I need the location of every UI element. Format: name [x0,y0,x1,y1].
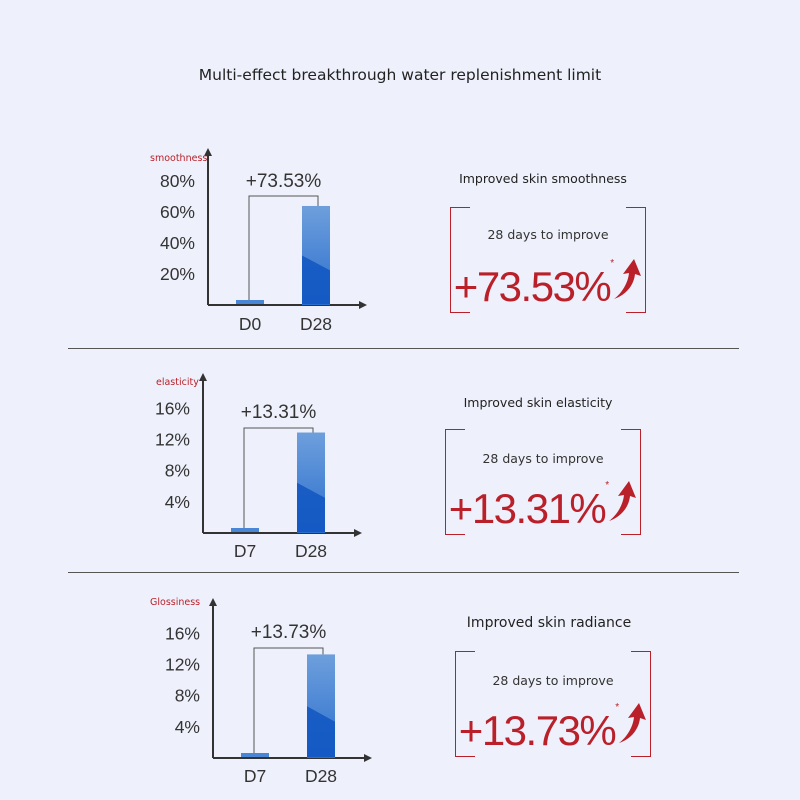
comparison-bracket [248,195,319,300]
chart-smoothness: smoothness 20% 40% 60% 80% D0 D28 +73.53% [150,148,367,334]
y-tick-label: 20% [160,264,195,284]
y-axis-arrow [199,373,207,381]
y-tick-label: 4% [165,492,190,512]
bracket-right [631,651,651,757]
page-title: Multi-effect breakthrough water replenis… [198,66,602,84]
x-tick-label: D7 [244,766,266,786]
y-tick-label: 4% [175,717,200,737]
y-axis-label: smoothness [150,153,207,164]
bracket-left [445,429,465,535]
bar-D0 [236,300,264,304]
red-up-arrow-icon [609,481,637,521]
divider [68,572,739,573]
improvement-annotation: +13.73% [251,622,327,643]
bracket-right [626,207,646,313]
result-box-smoothness: 28 days to improve +73.53%* [450,207,646,313]
bracket-left [450,207,470,313]
red-up-arrow-icon [619,703,647,743]
y-tick-label: 40% [160,233,195,253]
x-tick-label: D0 [239,314,262,334]
subtitle-smoothness: Improved skin smoothness [459,171,627,186]
bar-shade-D28 [302,255,330,304]
x-axis-arrow [354,529,362,537]
big-improvement-value: +13.31%* [445,479,641,533]
x-axis-arrow [359,301,367,309]
subtitle-elasticity: Improved skin elasticity [463,395,613,410]
improvement-annotation: +13.31% [241,402,317,423]
result-box-radiance: 28 days to improve +13.73%* [455,651,651,757]
y-axis-label: elasticity [156,377,199,388]
bar-D7 [231,528,259,532]
asterisk: * [615,702,620,713]
big-improvement-value: +73.53%* [450,257,646,311]
bar-shade-D28 [297,482,325,532]
y-tick-label: 8% [165,461,190,481]
x-tick-label: D28 [295,541,327,561]
big-value-text: +73.53% [453,263,612,310]
y-tick-label: 16% [155,398,190,418]
asterisk: * [610,258,615,269]
y-axis-label: Glossiness [150,597,200,608]
x-axis-arrow [364,754,372,762]
days-text: 28 days to improve [492,673,614,688]
result-box-elasticity: 28 days to improve +13.31%* [445,429,641,535]
y-tick-label: 80% [160,171,195,191]
days-text: 28 days to improve [487,227,609,242]
x-tick-label: D28 [305,766,337,786]
y-tick-label: 8% [175,686,200,706]
y-axis-arrow [209,598,217,606]
comparison-bracket [253,647,324,753]
subtitle-radiance: Improved skin radiance [466,615,632,631]
x-tick-label: D28 [300,314,332,334]
y-axis-arrow [204,148,212,156]
big-value-text: +13.73% [458,707,617,754]
bar-D7 [241,753,269,757]
y-tick-label: 60% [160,202,195,222]
bracket-left [455,651,475,757]
big-value-text: +13.31% [448,485,607,532]
improvement-annotation: +73.53% [246,171,322,192]
x-tick-label: D7 [234,541,256,561]
y-tick-label: 16% [165,623,200,643]
y-tick-label: 12% [165,655,200,675]
red-up-arrow-icon [614,259,642,299]
comparison-bracket [243,427,314,528]
y-tick-label: 12% [155,430,190,450]
bar-shade-D28 [307,706,335,757]
asterisk: * [605,480,610,491]
big-improvement-value: +13.73%* [455,701,651,755]
divider [68,348,739,349]
bracket-right [621,429,641,535]
days-text: 28 days to improve [482,451,604,466]
